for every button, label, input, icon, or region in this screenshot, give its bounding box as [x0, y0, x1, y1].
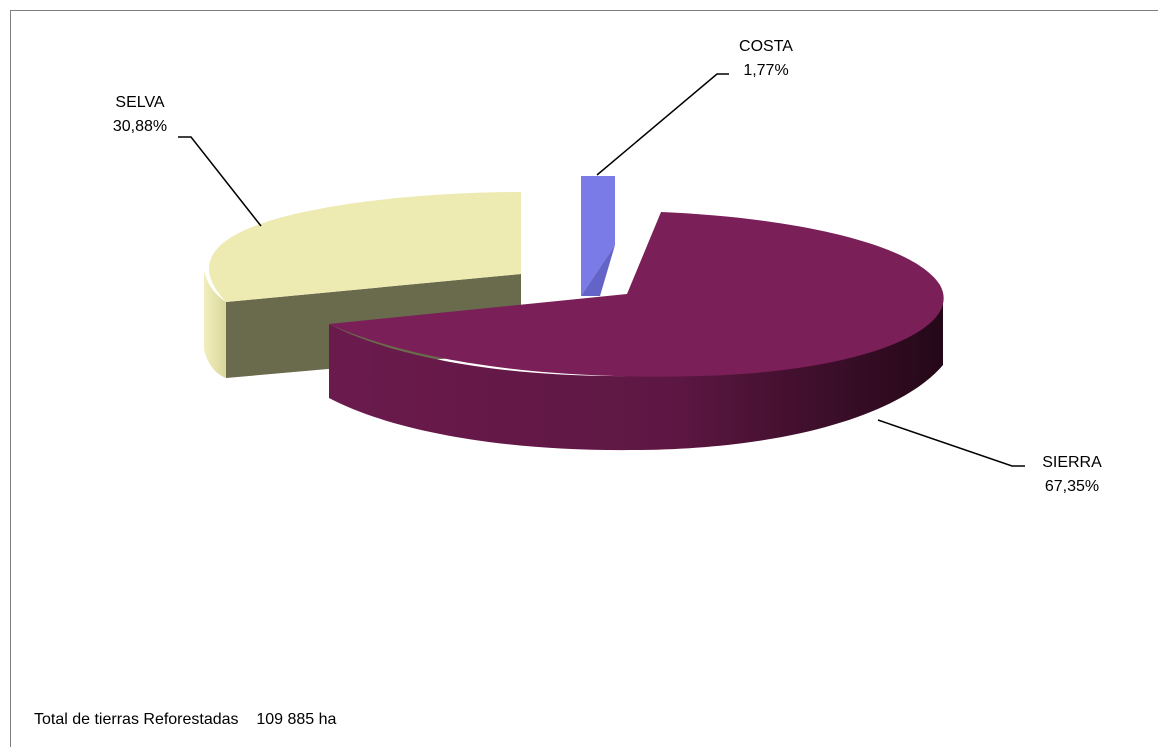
selva-value-label: 30,88%	[113, 118, 167, 135]
selva-label: SELVA	[115, 94, 165, 111]
slice-selva-rim	[204, 270, 226, 378]
leader-line-costa	[596, 73, 729, 176]
slice-sierra-side	[329, 292, 943, 451]
slice-costa-top	[581, 176, 615, 296]
chart-frame	[10, 10, 1158, 747]
leader-line-sierra	[877, 419, 1025, 467]
slice-sierra	[329, 212, 944, 451]
sierra-label: SIERRA	[1042, 454, 1102, 471]
costa-label: COSTA	[739, 38, 793, 55]
slice-costa	[581, 176, 615, 296]
total-value: 109 885 ha	[256, 711, 337, 728]
slice-costa-side	[581, 245, 615, 296]
slice-selva-top	[209, 192, 521, 302]
costa-value-label: 1,77%	[743, 62, 788, 79]
slice-sierra-top	[329, 212, 944, 377]
sierra-value-label: 67,35%	[1045, 478, 1099, 495]
total-reforested-note: Total de tierras Reforestadas 109 885 ha	[34, 711, 336, 729]
total-label: Total de tierras Reforestadas	[34, 711, 239, 728]
leader-line-selva	[178, 136, 262, 227]
